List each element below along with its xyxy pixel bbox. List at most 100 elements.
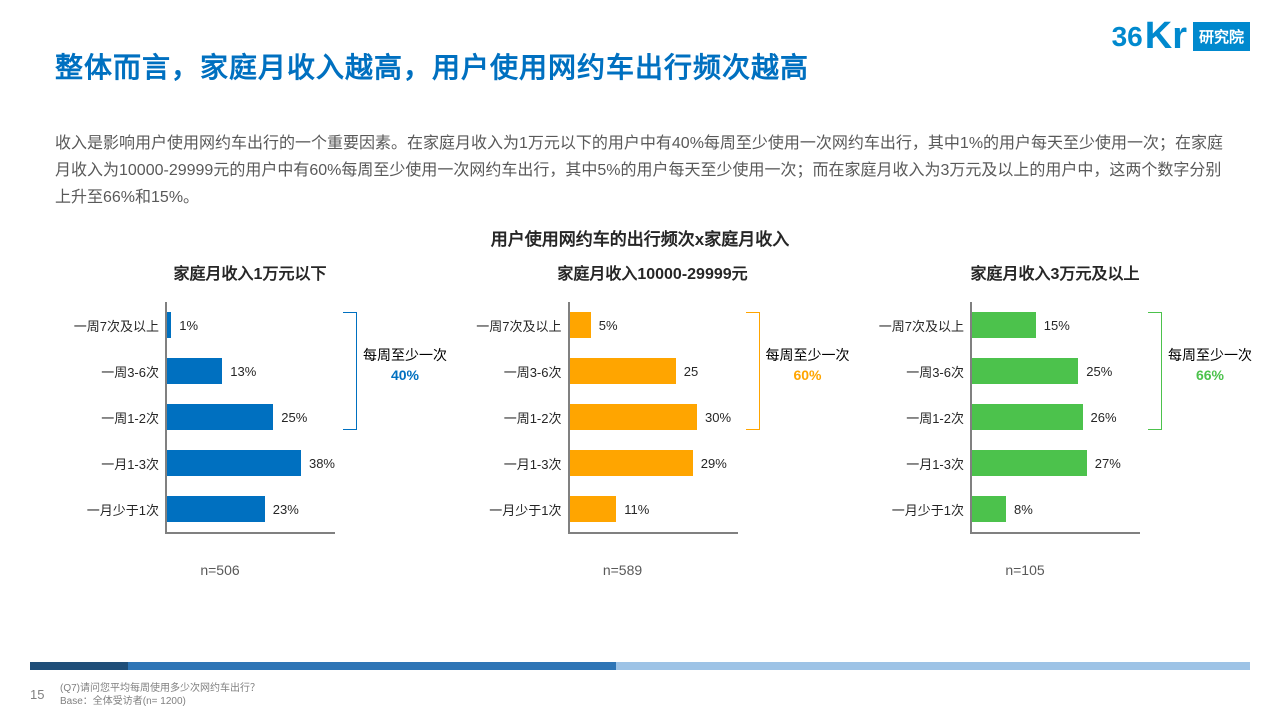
logo-suffix: 研究院: [1193, 22, 1250, 51]
bar: [167, 450, 301, 476]
bar: [167, 496, 265, 522]
logo-36: 36: [1112, 21, 1143, 53]
category-label: 一周7次及以上: [458, 316, 568, 335]
footer-accent-bar: [30, 662, 1250, 670]
sample-size-label: n=589: [398, 562, 848, 578]
x-axis: [970, 532, 1140, 534]
category-label: 一月少于1次: [55, 500, 165, 519]
sample-size-label: n=105: [800, 562, 1250, 578]
bar: [570, 496, 617, 522]
bars-area: 一周7次及以上 15% 一周3-6次 25% 一周1-2次 26% 一月1-3次 27% 一月少…: [860, 302, 1250, 532]
bar-row: 一月1-3次 38%: [55, 440, 445, 486]
page-number: 15: [30, 687, 44, 702]
bar: [972, 496, 1006, 522]
value-label: 13%: [230, 364, 256, 379]
brand-logo: 36 Kr 研究院: [1112, 15, 1250, 58]
bar-slot: 25: [568, 348, 738, 394]
bar: [167, 404, 273, 430]
footnote: (Q7)请问您平均每周使用多少次网约车出行？ Base：全体受访者(n= 120…: [60, 682, 260, 708]
page-title: 整体而言，家庭月收入越高，用户使用网约车出行频次越高: [55, 46, 809, 86]
category-label: 一周7次及以上: [860, 316, 970, 335]
bar: [972, 404, 1083, 430]
value-label: 23%: [273, 502, 299, 517]
category-label: 一周3-6次: [458, 362, 568, 381]
bar-slot: 8%: [970, 486, 1140, 532]
bar-row: 一周1-2次 26%: [860, 394, 1250, 440]
bar-row: 一月少于1次 8%: [860, 486, 1250, 532]
x-axis: [165, 532, 335, 534]
footnote-line-1: (Q7)请问您平均每周使用多少次网约车出行？: [60, 682, 260, 695]
category-label: 一周1-2次: [860, 408, 970, 427]
chart-column: 家庭月收入3万元及以上一周7次及以上15%一周3-6次25%一周1-2次26%一…: [860, 260, 1250, 578]
bracket-label: 每周至少一次66%: [1168, 346, 1252, 385]
footer-bar-seg-2: [128, 662, 616, 670]
bracket-label: 每周至少一次60%: [766, 346, 850, 385]
category-label: 一月1-3次: [860, 454, 970, 473]
chart-column: 家庭月收入1万元以下一周7次及以上1%一周3-6次 13% 一周1-2次 25% 一月1…: [55, 260, 445, 578]
bar-slot: 15%: [970, 302, 1140, 348]
category-label: 一周1-2次: [55, 408, 165, 427]
bar: [570, 358, 676, 384]
category-label: 一月少于1次: [458, 500, 568, 519]
bracket-label: 每周至少一次40%: [363, 346, 447, 385]
value-label: 8%: [1014, 502, 1033, 517]
x-axis: [568, 532, 738, 534]
bar-slot: 1%: [165, 302, 335, 348]
bracket: [746, 312, 760, 430]
bar-slot: 25%: [165, 394, 335, 440]
bar: [167, 312, 171, 338]
value-label: 38%: [309, 456, 335, 471]
bars-area: 一周7次及以上5%一周3-6次25一周1-2次30%一月1-3次29%一月少于1…: [458, 302, 848, 532]
category-label: 一月少于1次: [860, 500, 970, 519]
bar-row: 一月少于1次 23%: [55, 486, 445, 532]
bar-slot: 26%: [970, 394, 1140, 440]
description-text: 收入是影响用户使用网约车出行的一个重要因素。在家庭月收入为1万元以下的用户中有4…: [55, 130, 1225, 212]
bar-slot: 23%: [165, 486, 335, 532]
bar-slot: 29%: [568, 440, 738, 486]
bar: [972, 358, 1078, 384]
bar-slot: 38%: [165, 440, 335, 486]
sample-size-label: n=506: [0, 562, 445, 578]
bar-slot: 25%: [970, 348, 1140, 394]
footer-bar-seg-1: [30, 662, 128, 670]
value-label: 26%: [1091, 410, 1117, 425]
value-label: 15%: [1044, 318, 1070, 333]
category-label: 一周7次及以上: [55, 316, 165, 335]
value-label: 11%: [624, 502, 649, 517]
value-label: 27%: [1095, 456, 1121, 471]
column-title: 家庭月收入10000-29999元: [458, 260, 848, 284]
bar-slot: 5%: [568, 302, 738, 348]
value-label: 5%: [599, 318, 618, 333]
bar-slot: 27%: [970, 440, 1140, 486]
footer-bar-seg-3: [616, 662, 1250, 670]
bars-area: 一周7次及以上1%一周3-6次 13% 一周1-2次 25% 一月1-3次 38% 一月少于…: [55, 302, 445, 532]
bar-slot: 30%: [568, 394, 738, 440]
charts-container: 家庭月收入1万元以下一周7次及以上1%一周3-6次13%一周1-2次25%一月1…: [55, 260, 1250, 578]
category-label: 一月1-3次: [458, 454, 568, 473]
bar-row: 一周7次及以上 15%: [860, 302, 1250, 348]
bar-row: 一月1-3次29%: [458, 440, 848, 486]
value-label: 25%: [281, 410, 307, 425]
bracket: [343, 312, 357, 430]
bar-row: 一周1-2次 25%: [55, 394, 445, 440]
bracket: [1148, 312, 1162, 430]
bar: [570, 312, 591, 338]
category-label: 一月1-3次: [55, 454, 165, 473]
bar-slot: 13%: [165, 348, 335, 394]
column-title: 家庭月收入1万元以下: [55, 260, 445, 284]
chart-column: 家庭月收入10000-29999元一周7次及以上 5% 一周3-6次25一周1-2次…: [458, 260, 848, 578]
bar: [972, 312, 1036, 338]
category-label: 一周3-6次: [860, 362, 970, 381]
bar-row: 一周7次及以上 5%: [458, 302, 848, 348]
bar: [972, 450, 1087, 476]
bar: [570, 450, 693, 476]
value-label: 25%: [1086, 364, 1112, 379]
bar-row: 一周1-2次30%: [458, 394, 848, 440]
category-label: 一周3-6次: [55, 362, 165, 381]
bar: [570, 404, 698, 430]
bar-row: 一月1-3次 27%: [860, 440, 1250, 486]
category-label: 一周1-2次: [458, 408, 568, 427]
bar-row: 一月少于1次 11%: [458, 486, 848, 532]
chart-main-title: 用户使用网约车的出行频次x家庭月收入: [0, 225, 1280, 250]
bar-slot: 11%: [568, 486, 738, 532]
